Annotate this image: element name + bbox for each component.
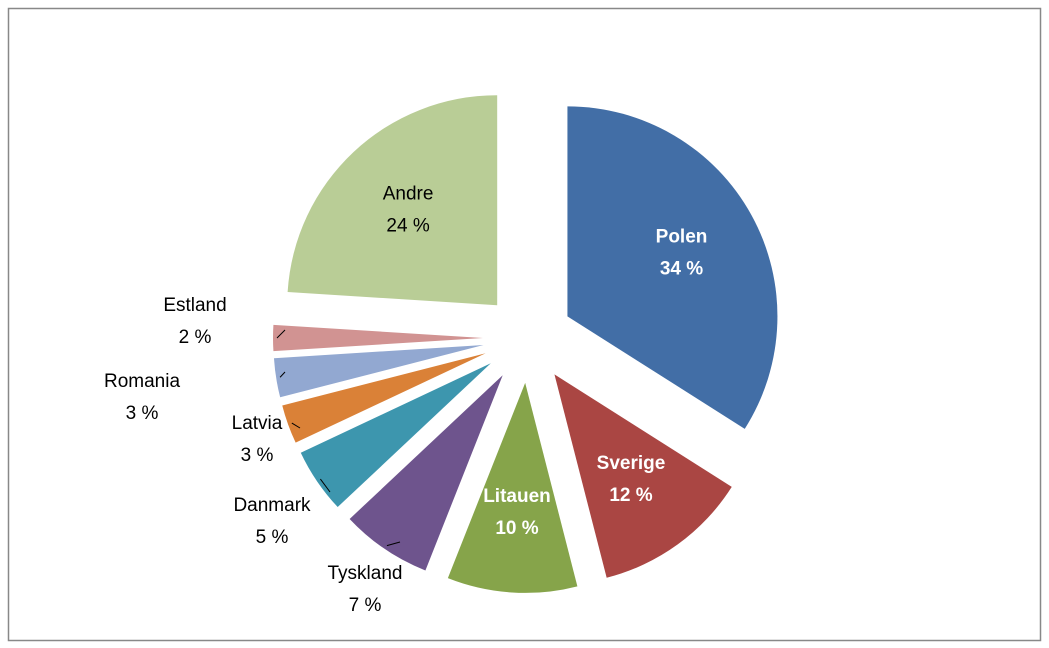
leader-line: [276, 329, 286, 339]
slice-label: Danmark: [233, 495, 311, 516]
leader-line: [386, 541, 401, 547]
pie-slice: [567, 106, 778, 429]
slice-label: Latvia: [232, 413, 283, 434]
slice-value-label: 2 %: [179, 327, 212, 348]
pie-slice: [273, 345, 484, 398]
slice-label: Romania: [104, 371, 180, 392]
slice-label: Sverige: [597, 453, 666, 474]
pie-slice: [349, 375, 503, 571]
slice-label: Andre: [383, 183, 434, 204]
slice-label: Polen: [656, 227, 708, 248]
leader-line: [320, 478, 331, 493]
slice-value-label: 7 %: [349, 595, 382, 616]
slice-label: Litauen: [483, 486, 551, 507]
leader-line: [279, 371, 286, 378]
slice-label: Estland: [163, 295, 226, 316]
slice-value-label: 34 %: [660, 259, 703, 280]
slice-value-label: 5 %: [256, 527, 289, 548]
slice-value-label: 10 %: [495, 518, 538, 539]
pie-slice: [554, 374, 732, 578]
slice-value-label: 3 %: [241, 445, 274, 466]
slice-value-label: 24 %: [386, 215, 429, 236]
pie-slice: [447, 382, 578, 593]
slice-value-label: 3 %: [126, 403, 159, 424]
slice-label: Tyskland: [328, 563, 403, 584]
pie-slice: [282, 353, 486, 443]
pie-slice: [287, 95, 498, 306]
leader-line: [291, 422, 301, 429]
pie-slice: [300, 363, 491, 508]
slice-value-label: 12 %: [609, 485, 652, 506]
pie-slice: [273, 324, 483, 352]
